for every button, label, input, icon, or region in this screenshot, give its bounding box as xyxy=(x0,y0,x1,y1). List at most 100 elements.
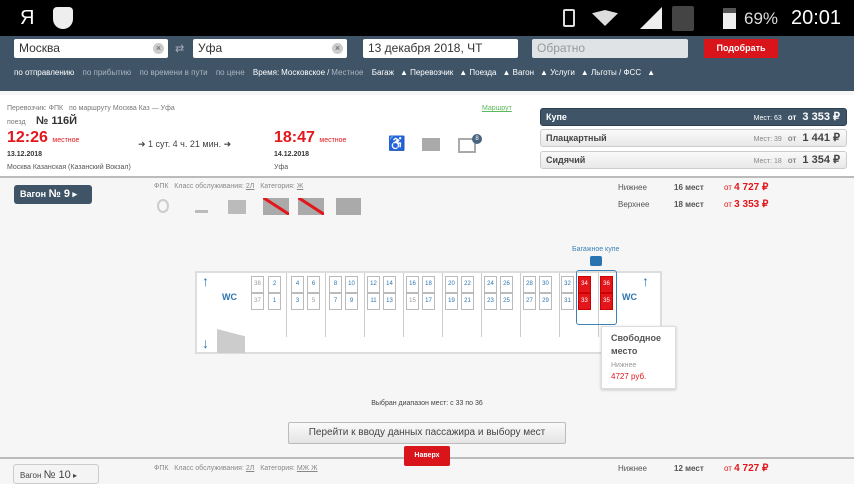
exit-arrow-up-icon: ↑ xyxy=(202,273,209,289)
seat-27[interactable]: 27 xyxy=(523,293,536,310)
seat-4[interactable]: 4 xyxy=(291,276,304,293)
vibrate-icon xyxy=(563,9,575,27)
seat-10[interactable]: 10 xyxy=(345,276,358,293)
swap-icon[interactable]: ⇄ xyxy=(175,43,185,55)
car-number: № 9 xyxy=(48,188,71,200)
seat-2[interactable]: 2 xyxy=(268,276,281,293)
sort-departure[interactable]: по отправлению xyxy=(14,68,75,77)
time-local[interactable]: Местное xyxy=(331,68,364,77)
seat-28[interactable]: 28 xyxy=(523,276,536,293)
battery-level: 69% xyxy=(744,9,779,28)
class-platskart[interactable]: Плацкартный Мест: 39 от 1 441 ₽ xyxy=(540,129,847,147)
exit-arrow-down-icon: ↓ xyxy=(202,335,209,351)
seat-35[interactable]: 35 xyxy=(600,293,613,310)
seat-19[interactable]: 19 xyxy=(445,293,458,310)
from-input[interactable]: Москва × xyxy=(14,39,168,58)
scroll-top-button[interactable]: Наверх xyxy=(404,446,450,466)
status-bar: Я 69% 20:01 xyxy=(0,0,854,36)
class-sitting[interactable]: Сидячий Мест: 18 от 1 354 ₽ xyxy=(540,151,847,169)
seat-17[interactable]: 17 xyxy=(422,293,435,310)
seat-23[interactable]: 23 xyxy=(484,293,497,310)
search-panel: Москва × ⇄ Уфа × 13 декабря 2018, ЧТ Обрат… xyxy=(0,36,854,91)
arrival-time: 18:47 xyxy=(274,129,315,146)
seat-33[interactable]: 33 xyxy=(578,293,591,310)
berth-count: 16 мест xyxy=(674,183,704,192)
seat-6[interactable]: 6 xyxy=(307,276,320,293)
berth-from: от xyxy=(724,200,732,209)
compartment-wall xyxy=(559,273,560,337)
search-button[interactable]: Подобрать xyxy=(704,39,778,58)
car-label: Вагон xyxy=(20,189,47,199)
seat-11[interactable]: 11 xyxy=(367,293,380,310)
filter-baggage[interactable]: Багаж xyxy=(371,68,394,77)
time-moscow[interactable]: Московское xyxy=(281,68,326,77)
category-label: Категория: xyxy=(260,465,295,472)
class-price: 3 353 ₽ xyxy=(802,111,840,123)
car-9-prices: Нижнее 16 мест от 4 727 ₽ Верхнее 18 мест от… xyxy=(618,182,818,211)
seat-26[interactable]: 26 xyxy=(500,276,513,293)
car-seat-map: ↑ ↓ ↑ WC WC 38 37 2 1 4 3 6 5 8 7 10 9 12 11 14 13 16 15 1… xyxy=(195,271,662,354)
class-name: Плацкартный xyxy=(546,133,607,143)
no-ac-icon xyxy=(298,198,324,215)
class-name: Сидячий xyxy=(546,155,586,165)
car-10-button[interactable]: Вагон № 10 ▸ xyxy=(13,464,99,484)
seat-18[interactable]: 18 xyxy=(422,276,435,293)
seat-15[interactable]: 15 xyxy=(406,293,419,310)
wc-label: WC xyxy=(222,292,237,302)
seat-20[interactable]: 20 xyxy=(445,276,458,293)
clear-icon[interactable]: × xyxy=(332,43,343,54)
berth-from: от xyxy=(724,464,732,473)
seat-22[interactable]: 22 xyxy=(461,276,474,293)
wifi-icon xyxy=(592,10,618,26)
seat-16[interactable]: 16 xyxy=(406,276,419,293)
seat-3[interactable]: 3 xyxy=(291,293,304,310)
sort-duration[interactable]: по времени в пути xyxy=(139,68,208,77)
sort-filter-bar: по отправлению по прибытию по времени в … xyxy=(14,68,656,77)
filter-benefits[interactable]: Льготы / ФСС xyxy=(590,68,642,77)
seat-24[interactable]: 24 xyxy=(484,276,497,293)
wheelchair-icon: ♿ xyxy=(388,135,406,151)
seat-7[interactable]: 7 xyxy=(329,293,342,310)
class-price: 1 441 ₽ xyxy=(802,132,840,144)
selected-range: Выбран диапазон мест: с 33 по 36 xyxy=(371,400,483,407)
date-input[interactable]: 13 декабря 2018, ЧТ xyxy=(363,39,518,58)
seat-13[interactable]: 13 xyxy=(383,293,396,310)
filter-trains[interactable]: Поезда xyxy=(469,68,497,77)
class-from: от xyxy=(787,156,797,165)
cars-icon xyxy=(458,138,476,153)
seat-8[interactable]: 8 xyxy=(329,276,342,293)
service-label: Класс обслуживания: xyxy=(174,183,244,190)
seat-30[interactable]: 30 xyxy=(539,276,552,293)
sort-arrival[interactable]: по прибытию xyxy=(82,68,132,77)
seat-34[interactable]: 34 xyxy=(578,276,591,293)
seat-9[interactable]: 9 xyxy=(345,293,358,310)
seat-14[interactable]: 14 xyxy=(383,276,396,293)
class-price: 1 354 ₽ xyxy=(802,154,840,166)
time-label: Время: xyxy=(252,68,280,77)
class-kupe[interactable]: Купе Мест: 63 от 3 353 ₽ xyxy=(540,108,847,126)
filter-carrier[interactable]: Перевозчик xyxy=(410,68,454,77)
seat-31[interactable]: 31 xyxy=(561,293,574,310)
clear-icon[interactable]: × xyxy=(153,43,164,54)
return-date-input[interactable]: Обратно xyxy=(532,39,688,58)
continue-button[interactable]: Перейти к вводу данных пассажира и выбор… xyxy=(288,422,566,444)
seat-25[interactable]: 25 xyxy=(500,293,513,310)
seat-1[interactable]: 1 xyxy=(268,293,281,310)
to-input[interactable]: Уфа × xyxy=(193,39,347,58)
seat-38[interactable]: 38 xyxy=(251,276,264,293)
service-room xyxy=(217,329,245,353)
car-9-button[interactable]: Вагон № 9 ▸ xyxy=(14,185,92,204)
sort-price[interactable]: по цене xyxy=(215,68,245,77)
departure-tz: местное xyxy=(52,137,80,144)
luggage-compartment-label: Багажное купе xyxy=(572,246,620,253)
filter-services[interactable]: Услуги xyxy=(550,68,575,77)
seat-21[interactable]: 21 xyxy=(461,293,474,310)
filter-car[interactable]: Вагон xyxy=(512,68,535,77)
seat-37[interactable]: 37 xyxy=(251,293,264,310)
seat-12[interactable]: 12 xyxy=(367,276,380,293)
seat-32[interactable]: 32 xyxy=(561,276,574,293)
seat-36[interactable]: 36 xyxy=(600,276,613,293)
seat-29[interactable]: 29 xyxy=(539,293,552,310)
route-link[interactable]: Маршрут xyxy=(482,105,512,112)
seat-5[interactable]: 5 xyxy=(307,293,320,310)
